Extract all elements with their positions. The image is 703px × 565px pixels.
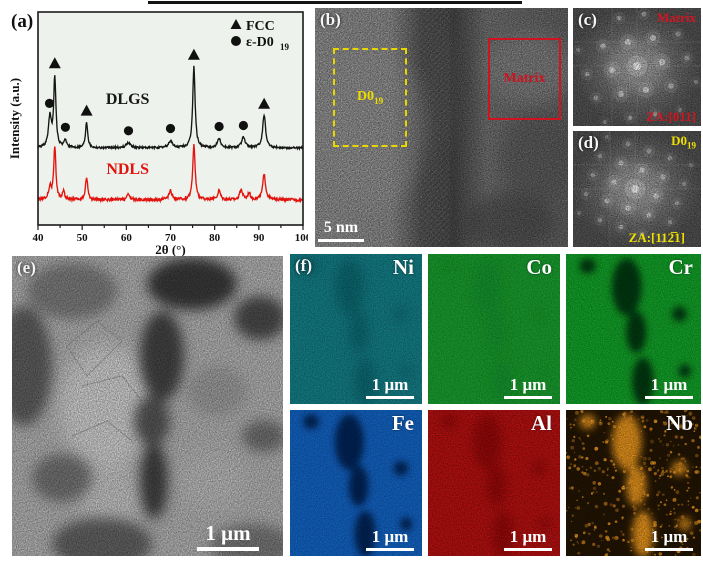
eds-map-ni-image [290, 254, 422, 404]
scalebar-text: 1 μm [650, 527, 688, 546]
scalebar-text: 1 μm [371, 527, 409, 546]
eds-map-co-image [428, 254, 560, 404]
fft-d019-zone-axis: ZA:[112̅1] [628, 230, 685, 245]
eds-map-ni: (f) Ni 1 μm [290, 254, 422, 404]
scalebar-line [504, 396, 552, 399]
fft-matrix-image [573, 8, 701, 126]
panel-d-tag: (d) [578, 133, 599, 152]
eds-map-al-image [428, 410, 560, 556]
fft-matrix-zone-axis: ZA:[011] [646, 109, 696, 124]
scalebar-text: 1 μm [650, 375, 688, 394]
svg-text:NDLS: NDLS [106, 161, 149, 178]
svg-text:80: 80 [209, 232, 221, 244]
element-label-ni: Ni [393, 255, 414, 279]
panel-d-fft-d019: (d) D019 ZA:[112̅1] [573, 131, 701, 247]
fft-matrix-title: Matrix [657, 10, 696, 25]
fft-d019-title: D019 [671, 134, 696, 151]
panel-e-tag: (e) [17, 258, 36, 277]
panel-e-tem: (e) 1 μm [12, 256, 283, 556]
panel-a-xrd: (a) DLGS NDLS 40 50 60 70 80 90 100 2θ (°) Intensi… [8, 4, 308, 258]
scalebar-1um-al: 1 μm [504, 528, 552, 551]
element-label-cr: Cr [668, 255, 694, 279]
crop-artifact-line [148, 1, 522, 4]
scalebar-1um-e: 1 μm [197, 523, 259, 551]
d019-label-main: D0 [356, 88, 375, 104]
scalebar-1um-cr: 1 μm [645, 376, 693, 399]
svg-text:70: 70 [165, 232, 177, 244]
eds-map-fe: Fe 1 μm [290, 410, 422, 556]
svg-text:DLGS: DLGS [106, 91, 150, 108]
scalebar-text: 1 μm [205, 521, 251, 545]
scalebar-line [318, 239, 364, 242]
scalebar-1um-nb: 1 μm [645, 528, 693, 551]
scalebar-line [366, 396, 414, 399]
scalebar-line [645, 548, 693, 551]
scalebar-1um-co: 1 μm [504, 376, 552, 399]
scalebar-text: 1 μm [509, 375, 547, 394]
fft-d019-title-sub: 19 [687, 140, 696, 151]
svg-text:ε-D0: ε-D0 [246, 35, 274, 50]
panel-a-tag: (a) [11, 11, 34, 32]
svg-text:100: 100 [295, 232, 308, 244]
svg-text:Intensity (a.u.): Intensity (a.u.) [8, 78, 22, 159]
d019-region-label: D019 [356, 88, 384, 106]
scalebar-5nm: 5 nm [318, 220, 364, 242]
element-label-co: Co [526, 255, 552, 279]
panel-b-hrtem: (b) D019 Matrix 5 nm [315, 8, 568, 247]
panel-c-tag: (c) [578, 10, 597, 29]
xrd-chart: DLGS NDLS 40 50 60 70 80 90 100 2θ (°) Intensity (… [8, 11, 308, 257]
d019-label-sub: 19 [374, 95, 384, 106]
matrix-region-box: Matrix [488, 38, 561, 120]
hrtem-image [315, 8, 568, 247]
svg-text:40: 40 [33, 232, 45, 244]
svg-text:60: 60 [121, 232, 133, 244]
svg-text:50: 50 [77, 232, 89, 244]
d019-region-box: D019 [333, 48, 407, 147]
scalebar-line [504, 548, 552, 551]
svg-text:90: 90 [253, 232, 265, 244]
element-label-nb: Nb [666, 411, 693, 435]
element-label-al: Al [531, 411, 552, 435]
eds-map-fe-image [290, 410, 422, 556]
scalebar-1um-fe: 1 μm [366, 528, 414, 551]
svg-text:19: 19 [280, 42, 290, 52]
scalebar-text: 5 nm [323, 219, 359, 236]
panel-c-fft-matrix: (c) Matrix ZA:[011] [573, 8, 701, 126]
svg-text:2θ (°): 2θ (°) [155, 242, 185, 257]
scalebar-text: 1 μm [509, 527, 547, 546]
matrix-region-label: Matrix [503, 71, 546, 86]
eds-map-al: Al 1 μm [428, 410, 560, 556]
scalebar-1um-ni: 1 μm [366, 376, 414, 399]
panel-f-tag: (f) [295, 256, 312, 275]
scalebar-line [366, 548, 414, 551]
eds-map-cr-image [566, 254, 701, 404]
scalebar-line [197, 547, 259, 551]
element-label-fe: Fe [391, 411, 414, 435]
eds-map-nb: Nb 1 μm [566, 410, 701, 556]
scalebar-text: 1 μm [371, 375, 409, 394]
eds-map-cr: Cr 1 μm [566, 254, 701, 404]
fft-d019-title-main: D0 [671, 133, 687, 148]
eds-map-nb-image [566, 410, 701, 556]
scalebar-line [645, 396, 693, 399]
eds-map-co: Co 1 μm [428, 254, 560, 404]
fft-d019-image [573, 131, 701, 247]
svg-text:FCC: FCC [246, 19, 275, 34]
tem-image [12, 256, 283, 556]
panel-b-tag: (b) [320, 10, 341, 29]
